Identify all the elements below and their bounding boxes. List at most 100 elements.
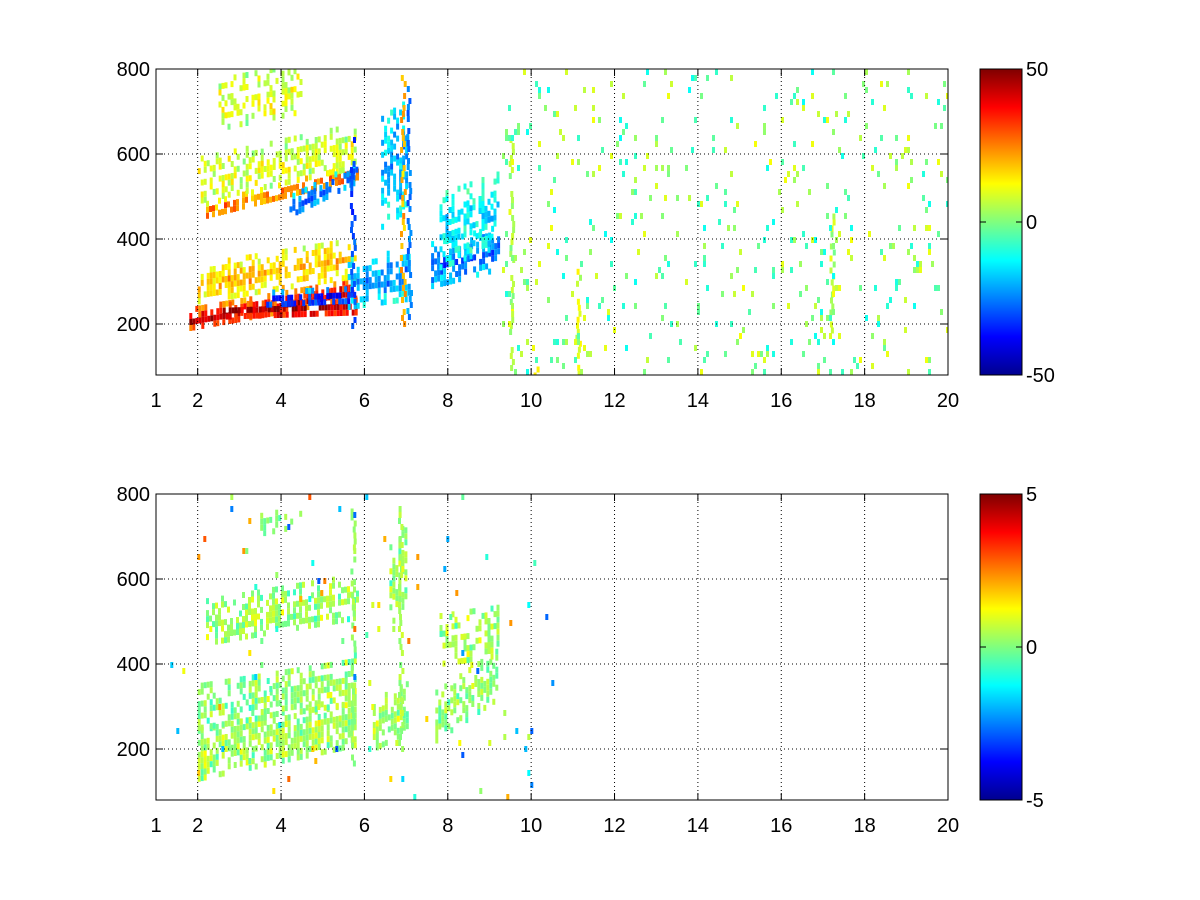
heatmap-cell: [468, 667, 472, 674]
heatmap-cell: [338, 715, 342, 722]
heatmap-cell: [275, 622, 278, 629]
y-tick-label: 200: [117, 739, 150, 761]
heatmap-cell: [281, 168, 285, 175]
heatmap-cell: [301, 206, 305, 213]
heatmap-cell: [551, 680, 555, 686]
heatmap-cell: [275, 572, 279, 578]
heatmap-cell: [347, 586, 350, 593]
heatmap-cell: [339, 310, 343, 316]
heatmap-cell: [820, 261, 823, 267]
heatmap-cell: [335, 162, 339, 169]
heatmap-cell: [446, 279, 450, 286]
heatmap-cell: [565, 69, 568, 75]
heatmap-cell: [353, 700, 357, 706]
heatmap-cell: [239, 85, 243, 92]
heatmap-cell: [353, 626, 357, 632]
heatmap-cell: [457, 209, 461, 216]
heatmap-cell: [227, 257, 231, 264]
heatmap-cell: [387, 165, 391, 172]
heatmap-cell: [248, 518, 252, 524]
heatmap-cell: [703, 261, 706, 267]
heatmap-cell: [320, 293, 324, 300]
heatmap-cell: [200, 273, 204, 280]
heatmap-cell: [284, 693, 288, 700]
heatmap-cell: [437, 257, 441, 264]
heatmap-cell: [224, 264, 228, 270]
heatmap-cell: [212, 722, 216, 729]
heatmap-cell: [457, 227, 461, 234]
heatmap-cell: [389, 586, 393, 593]
heatmap-cell: [820, 309, 823, 315]
heatmap-cell: [209, 206, 212, 212]
heatmap-cell: [290, 86, 294, 93]
heatmap-cell: [284, 272, 288, 279]
heatmap-cell: [307, 191, 311, 198]
heatmap-cell: [257, 161, 261, 168]
heatmap-cell: [461, 494, 465, 500]
heatmap-cell: [341, 726, 345, 733]
heatmap-cell: [577, 370, 581, 375]
heatmap-cell: [305, 740, 309, 747]
heatmap-cell: [299, 612, 302, 619]
heatmap-cell: [494, 249, 498, 256]
heatmap-cell: [353, 299, 357, 305]
heatmap-cell: [490, 623, 494, 630]
heatmap-cell: [406, 134, 410, 140]
heatmap-cell: [353, 137, 356, 143]
heatmap-cell: [399, 690, 403, 697]
heatmap-cell: [811, 237, 814, 243]
heatmap-cell: [835, 207, 838, 213]
heatmap-cell: [353, 128, 357, 135]
heatmap-cell: [311, 616, 314, 623]
heatmap-cell: [236, 109, 240, 116]
heatmap-cell: [505, 135, 508, 141]
heatmap-cell: [396, 207, 400, 214]
heatmap-cell: [409, 272, 413, 278]
heatmap-cell: [305, 144, 309, 151]
heatmap-cell: [457, 185, 461, 192]
heatmap-cell: [383, 275, 387, 282]
heatmap-cell: [790, 237, 793, 243]
heatmap-cell: [405, 153, 409, 160]
heatmap-cell: [314, 143, 318, 149]
heatmap-cell: [401, 171, 405, 177]
heatmap-cell: [266, 73, 270, 80]
heatmap-cell: [526, 279, 529, 285]
heatmap-cell: [465, 693, 469, 700]
heatmap-cell: [403, 93, 407, 99]
heatmap-cell: [583, 87, 586, 93]
heatmap-cell: [619, 117, 622, 123]
heatmap-cell: [272, 610, 275, 617]
heatmap-cell: [227, 93, 231, 100]
heatmap-cell: [353, 586, 356, 593]
heatmap-cell: [275, 267, 279, 274]
heatmap-cell: [339, 286, 343, 293]
heatmap-cell: [398, 596, 402, 602]
heatmap-cell: [212, 211, 215, 218]
heatmap-cell: [353, 538, 357, 545]
heatmap-cell: [904, 327, 907, 333]
heatmap-cell: [296, 170, 300, 177]
heatmap-cell: [302, 275, 306, 282]
heatmap-cell: [871, 333, 874, 339]
heatmap-cell: [598, 303, 601, 309]
heatmap-cell: [387, 726, 391, 733]
heatmap-cell: [218, 704, 222, 710]
heatmap-cell: [326, 259, 330, 266]
heatmap-cell: [192, 318, 196, 325]
heatmap-cell: [317, 720, 321, 726]
heatmap-cell: [352, 610, 356, 617]
heatmap-cell: [571, 159, 574, 165]
heatmap-cell: [329, 717, 333, 724]
heatmap-cell: [829, 333, 832, 339]
heatmap-cell: [281, 100, 285, 107]
heatmap-cell: [335, 270, 339, 277]
heatmap-cell: [215, 204, 218, 211]
heatmap-cell: [817, 363, 820, 369]
heatmap-cell: [715, 183, 718, 189]
heatmap-cell: [323, 266, 327, 273]
heatmap-cell: [402, 105, 406, 111]
heatmap-cell: [218, 709, 222, 716]
heatmap-cell: [347, 304, 351, 310]
heatmap-cell: [523, 279, 526, 285]
